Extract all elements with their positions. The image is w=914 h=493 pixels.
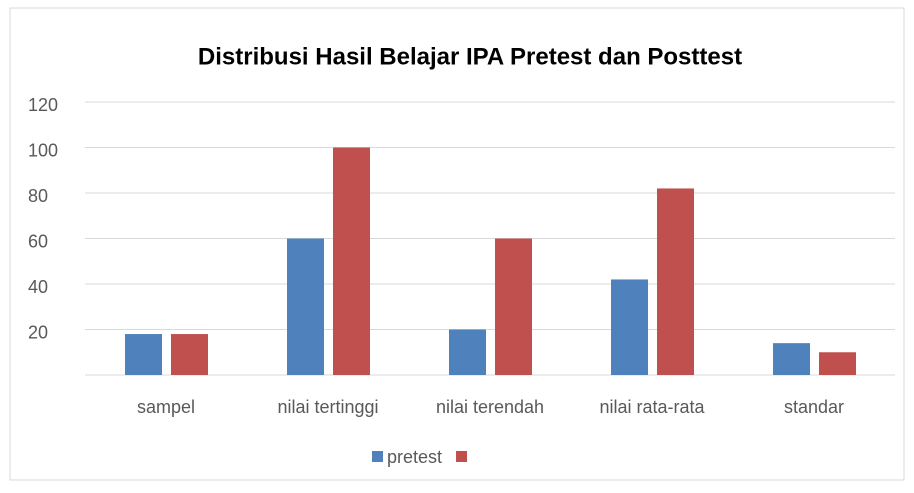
bar [611, 279, 648, 375]
y-tick-label: 60 [28, 231, 48, 251]
y-tick-label: 100 [28, 140, 58, 160]
x-tick-label: nilai rata-rata [599, 397, 705, 417]
bar [287, 238, 324, 375]
bar [125, 334, 162, 375]
x-tick-label: standar [784, 397, 844, 417]
y-tick-label: 20 [28, 322, 48, 342]
legend-label: pretest [387, 447, 442, 467]
bar [333, 147, 370, 375]
y-tick-label: 120 [28, 95, 58, 115]
bar [819, 352, 856, 375]
y-tick-label: 80 [28, 186, 48, 206]
bar [773, 343, 810, 375]
x-tick-label: sampel [137, 397, 195, 417]
bar [171, 334, 208, 375]
bar [495, 238, 532, 375]
chart-title: Distribusi Hasil Belajar IPA Pretest dan… [198, 43, 742, 70]
bar [657, 188, 694, 375]
x-tick-label: nilai terendah [436, 397, 544, 417]
chart-border [9, 7, 905, 481]
x-tick-label: nilai tertinggi [277, 397, 378, 417]
y-tick-label: 40 [28, 277, 48, 297]
legend-swatch [372, 451, 383, 462]
bar [449, 329, 486, 375]
legend-swatch [456, 451, 468, 462]
